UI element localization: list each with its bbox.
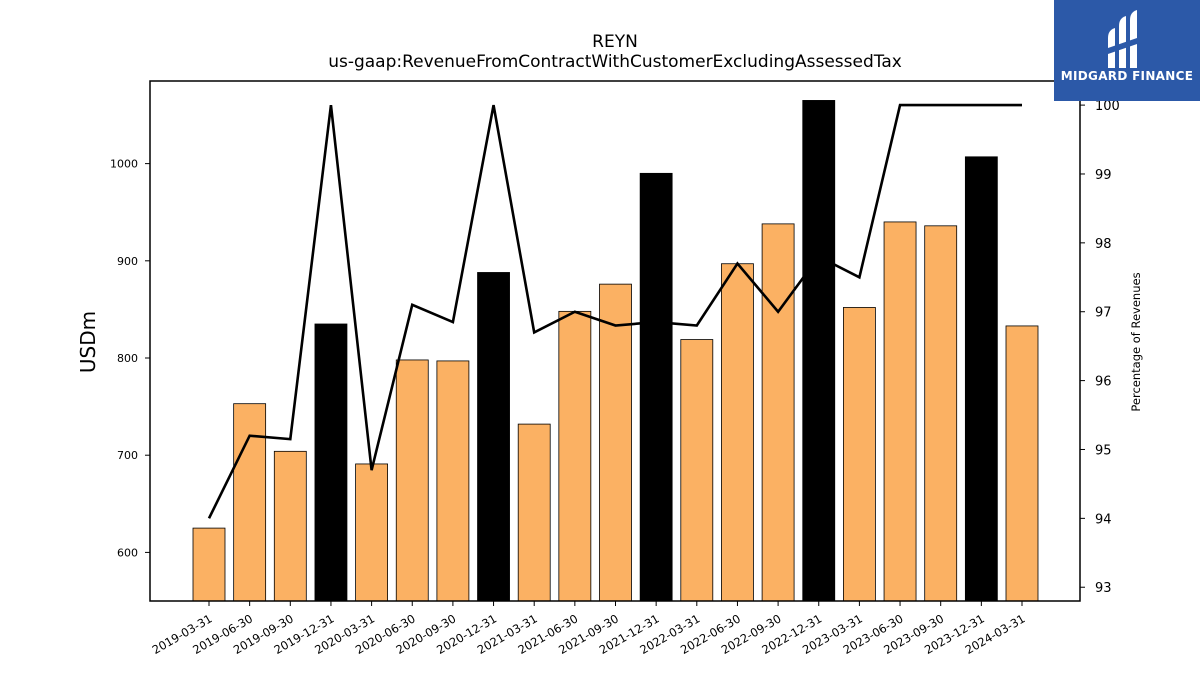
- bar: [314, 323, 348, 602]
- y2-tick-label: 94: [1095, 512, 1112, 527]
- y2-tick-label: 95: [1095, 443, 1112, 458]
- bar: [477, 272, 510, 602]
- y2-tick-label: 97: [1095, 306, 1112, 321]
- bar: [680, 339, 714, 602]
- y-tick-label: 800: [117, 352, 138, 365]
- y-tick-label: 900: [117, 255, 138, 268]
- y-tick-label: 700: [117, 449, 138, 462]
- y2-tick-label: 98: [1095, 237, 1112, 252]
- y-tick-label: 600: [117, 546, 138, 559]
- bar: [639, 172, 673, 602]
- y2-tick-label: 96: [1095, 375, 1112, 390]
- line-series: [207, 103, 1022, 519]
- bar: [355, 463, 389, 602]
- bar: [233, 403, 267, 602]
- bar: [395, 359, 429, 602]
- chart-subtitle: us-gaap:RevenueFromContractWithCustomerE…: [328, 52, 902, 72]
- y2-axis-label: Percentage of Revenues: [1129, 272, 1143, 411]
- bar: [964, 156, 998, 602]
- y-axis-label: USDm: [76, 311, 100, 373]
- bar: [883, 221, 917, 602]
- bar: [924, 225, 958, 602]
- bar: [721, 263, 754, 602]
- brand-logo: MIDGARD FINANCE: [1054, 0, 1200, 101]
- bar: [436, 360, 470, 602]
- logo-text: MIDGARD FINANCE: [1060, 69, 1194, 83]
- bar: [192, 527, 226, 602]
- bar: [558, 310, 592, 602]
- y2-tick-label: 99: [1095, 168, 1112, 183]
- bar: [599, 283, 632, 602]
- logo-mark-icon: [1108, 10, 1137, 68]
- bar: [761, 223, 795, 602]
- bar: [273, 450, 307, 602]
- bar: [802, 100, 836, 602]
- bar: [843, 307, 876, 602]
- chart-title: REYN: [592, 32, 638, 52]
- bar: [1005, 325, 1039, 602]
- bar: [517, 423, 551, 602]
- y2-tick-label: 100: [1095, 99, 1120, 114]
- y2-tick-label: 93: [1095, 581, 1112, 596]
- y-tick-label: 1000: [110, 158, 138, 171]
